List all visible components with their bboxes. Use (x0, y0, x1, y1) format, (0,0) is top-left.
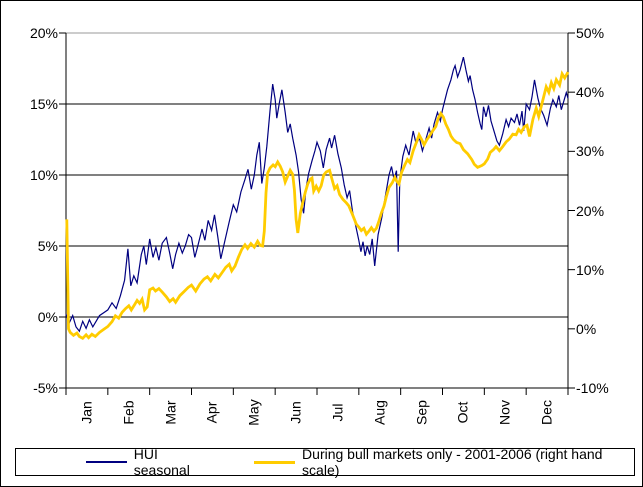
x-axis-month-label: Nov (496, 400, 513, 425)
x-axis-month-label: Jun (287, 401, 304, 424)
legend-label-bull-markets: During bull markets only - 2001-2006 (ri… (302, 446, 603, 478)
x-axis-month-label: Oct (454, 401, 471, 424)
x-axis-month-label: Feb (120, 400, 137, 425)
legend-entry-hui-seasonal: HUI seasonal (86, 446, 215, 478)
right-axis-tick-label: -10% (576, 380, 609, 396)
left-axis-tick-label: 15% (29, 96, 58, 112)
legend-label-hui-seasonal: HUI seasonal (133, 446, 190, 478)
series-line-0 (65, 56, 569, 333)
left-axis-tick-label: 5% (37, 238, 58, 254)
x-axis-month-label: Apr (203, 401, 220, 424)
right-axis-tick-label: 30% (576, 143, 605, 160)
legend-entry-bull-markets: During bull markets only - 2001-2006 (ri… (254, 446, 634, 478)
left-axis-tick-label: 0% (37, 309, 58, 325)
right-axis-tick-label: 0% (576, 320, 597, 337)
series-line-1 (65, 70, 570, 341)
legend: HUI seasonal During bull markets only - … (15, 446, 635, 478)
x-axis-month-label: Jul (329, 403, 346, 422)
right-axis-tick-label: 50% (576, 25, 605, 41)
right-axis-tick-label: 20% (576, 202, 605, 219)
left-axis-tick-label: -5% (33, 380, 58, 396)
x-axis-month-label: Mar (162, 400, 179, 425)
x-axis-month-label: Jan (78, 401, 95, 424)
bull-markets-line-swatch (254, 460, 296, 464)
right-axis-tick-label: 40% (576, 84, 605, 101)
x-axis-month-label: May (245, 399, 262, 426)
hui-seasonal-line-swatch (86, 461, 127, 463)
left-axis-tick-label: 20% (29, 25, 58, 41)
right-axis-tick-label: 10% (576, 261, 605, 278)
x-axis-month-label: Sep (413, 400, 430, 425)
x-axis-month-label: Dec (538, 400, 555, 425)
x-axis-month-label: Aug (371, 400, 388, 425)
left-axis-tick-label: 10% (29, 167, 58, 183)
